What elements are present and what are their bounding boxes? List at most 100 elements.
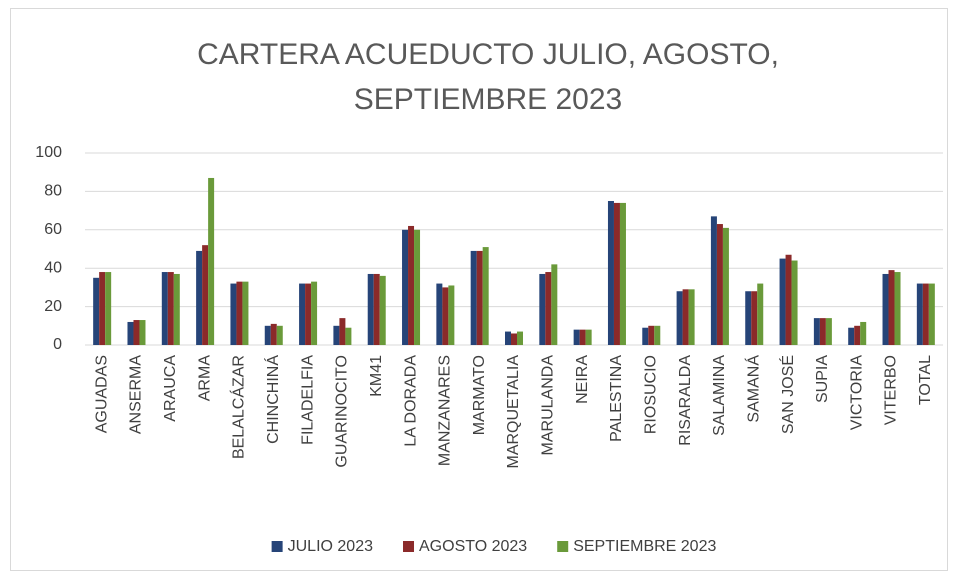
bar [894,272,901,345]
chart-title: CARTERA ACUEDUCTO JULIO, AGOSTO, SEPTIEM… [197,38,779,116]
bar [511,333,517,345]
legend-swatch [403,541,415,552]
legend-label: SEPTIEMBRE 2023 [573,538,716,555]
x-tick-label: SAMANÁ [743,355,762,423]
bar [264,325,271,345]
bar [607,201,614,345]
bar [505,331,511,345]
bar [167,272,174,345]
x-tick-label: MARULANDA [540,355,557,456]
x-tick-label: BELALCÁZAR [229,355,248,459]
x-tick-label: MANZANARES [437,355,454,466]
bar [333,325,340,345]
x-tick-label: SALAMINA [711,355,728,436]
bar [710,216,717,345]
y-tick-label: 20 [44,298,62,315]
bar [208,177,215,345]
bar [854,325,861,345]
bar [613,202,620,345]
bar [654,325,661,345]
x-tick-label: PALESTINA [608,355,625,442]
bar [888,270,895,345]
bar [173,273,180,345]
bar [619,202,626,345]
bar [716,224,723,345]
x-tick-label: ARMA [196,355,213,402]
x-tick-label: FILADELFIA [299,355,316,445]
x-tick-label: RIOSUCIO [642,355,659,434]
legend-label: JULIO 2023 [288,538,373,555]
bar [311,281,318,345]
bar [751,291,758,345]
bar [476,250,483,345]
bar [242,281,249,345]
bar [379,275,386,345]
bar [825,318,832,345]
bar [928,283,935,345]
x-tick-label: SUPIA [814,355,831,403]
x-tick-label: SAN JOSÉ [778,355,797,434]
bar [642,327,649,345]
x-tick-label: ANSERMA [128,355,145,434]
bar [573,329,580,345]
bar [270,323,277,345]
bar [133,320,140,345]
bar [373,273,380,345]
x-tick-label: AGUADAS [93,355,110,433]
legend-swatch [271,541,283,552]
bar [882,273,889,345]
bar [470,250,477,345]
x-tick-label: GUARINOCITO [334,355,351,468]
bar [99,272,106,345]
bar [367,273,374,345]
bar [585,329,592,345]
bar [339,318,346,345]
legend-label: AGOSTO 2023 [419,538,527,555]
bar [202,245,209,345]
bar [305,283,312,345]
bar [579,329,586,345]
bar [819,318,826,345]
bar [236,281,243,345]
bar [539,273,546,345]
bar [551,264,558,345]
bar [916,283,923,345]
bar [757,283,764,345]
x-tick-label: MARMATO [471,355,488,435]
bar [813,318,820,345]
bar [688,289,695,345]
x-tick-label: CHINCHINÁ [263,355,282,444]
bar [682,289,689,345]
bar [161,272,168,345]
y-tick-label: 60 [44,221,62,238]
bar [139,320,146,345]
x-tick-label: TOTAL [917,355,934,405]
bar [196,250,203,345]
bar [127,321,134,345]
bar [722,227,729,345]
bar [414,229,421,345]
bar [848,327,855,345]
x-tick-label: LA DORADA [402,355,419,447]
bar [785,254,792,345]
y-tick-label: 40 [44,259,62,276]
bar [791,260,798,345]
bar [745,291,752,345]
bar [545,272,552,345]
bar [230,283,237,345]
bar [276,325,283,345]
x-tick-label: VICTORIA [848,355,865,431]
bar [676,291,683,345]
bar [448,285,455,345]
x-tick-label: MARQUETALIA [505,355,522,469]
bar [922,283,929,345]
legend-swatch [557,541,569,552]
x-tick-label: VITERBO [883,355,900,425]
bar [408,225,415,345]
x-tick-label: NEIRA [574,355,591,404]
chart-border [10,8,948,571]
bar [345,327,352,345]
bar [517,331,523,345]
